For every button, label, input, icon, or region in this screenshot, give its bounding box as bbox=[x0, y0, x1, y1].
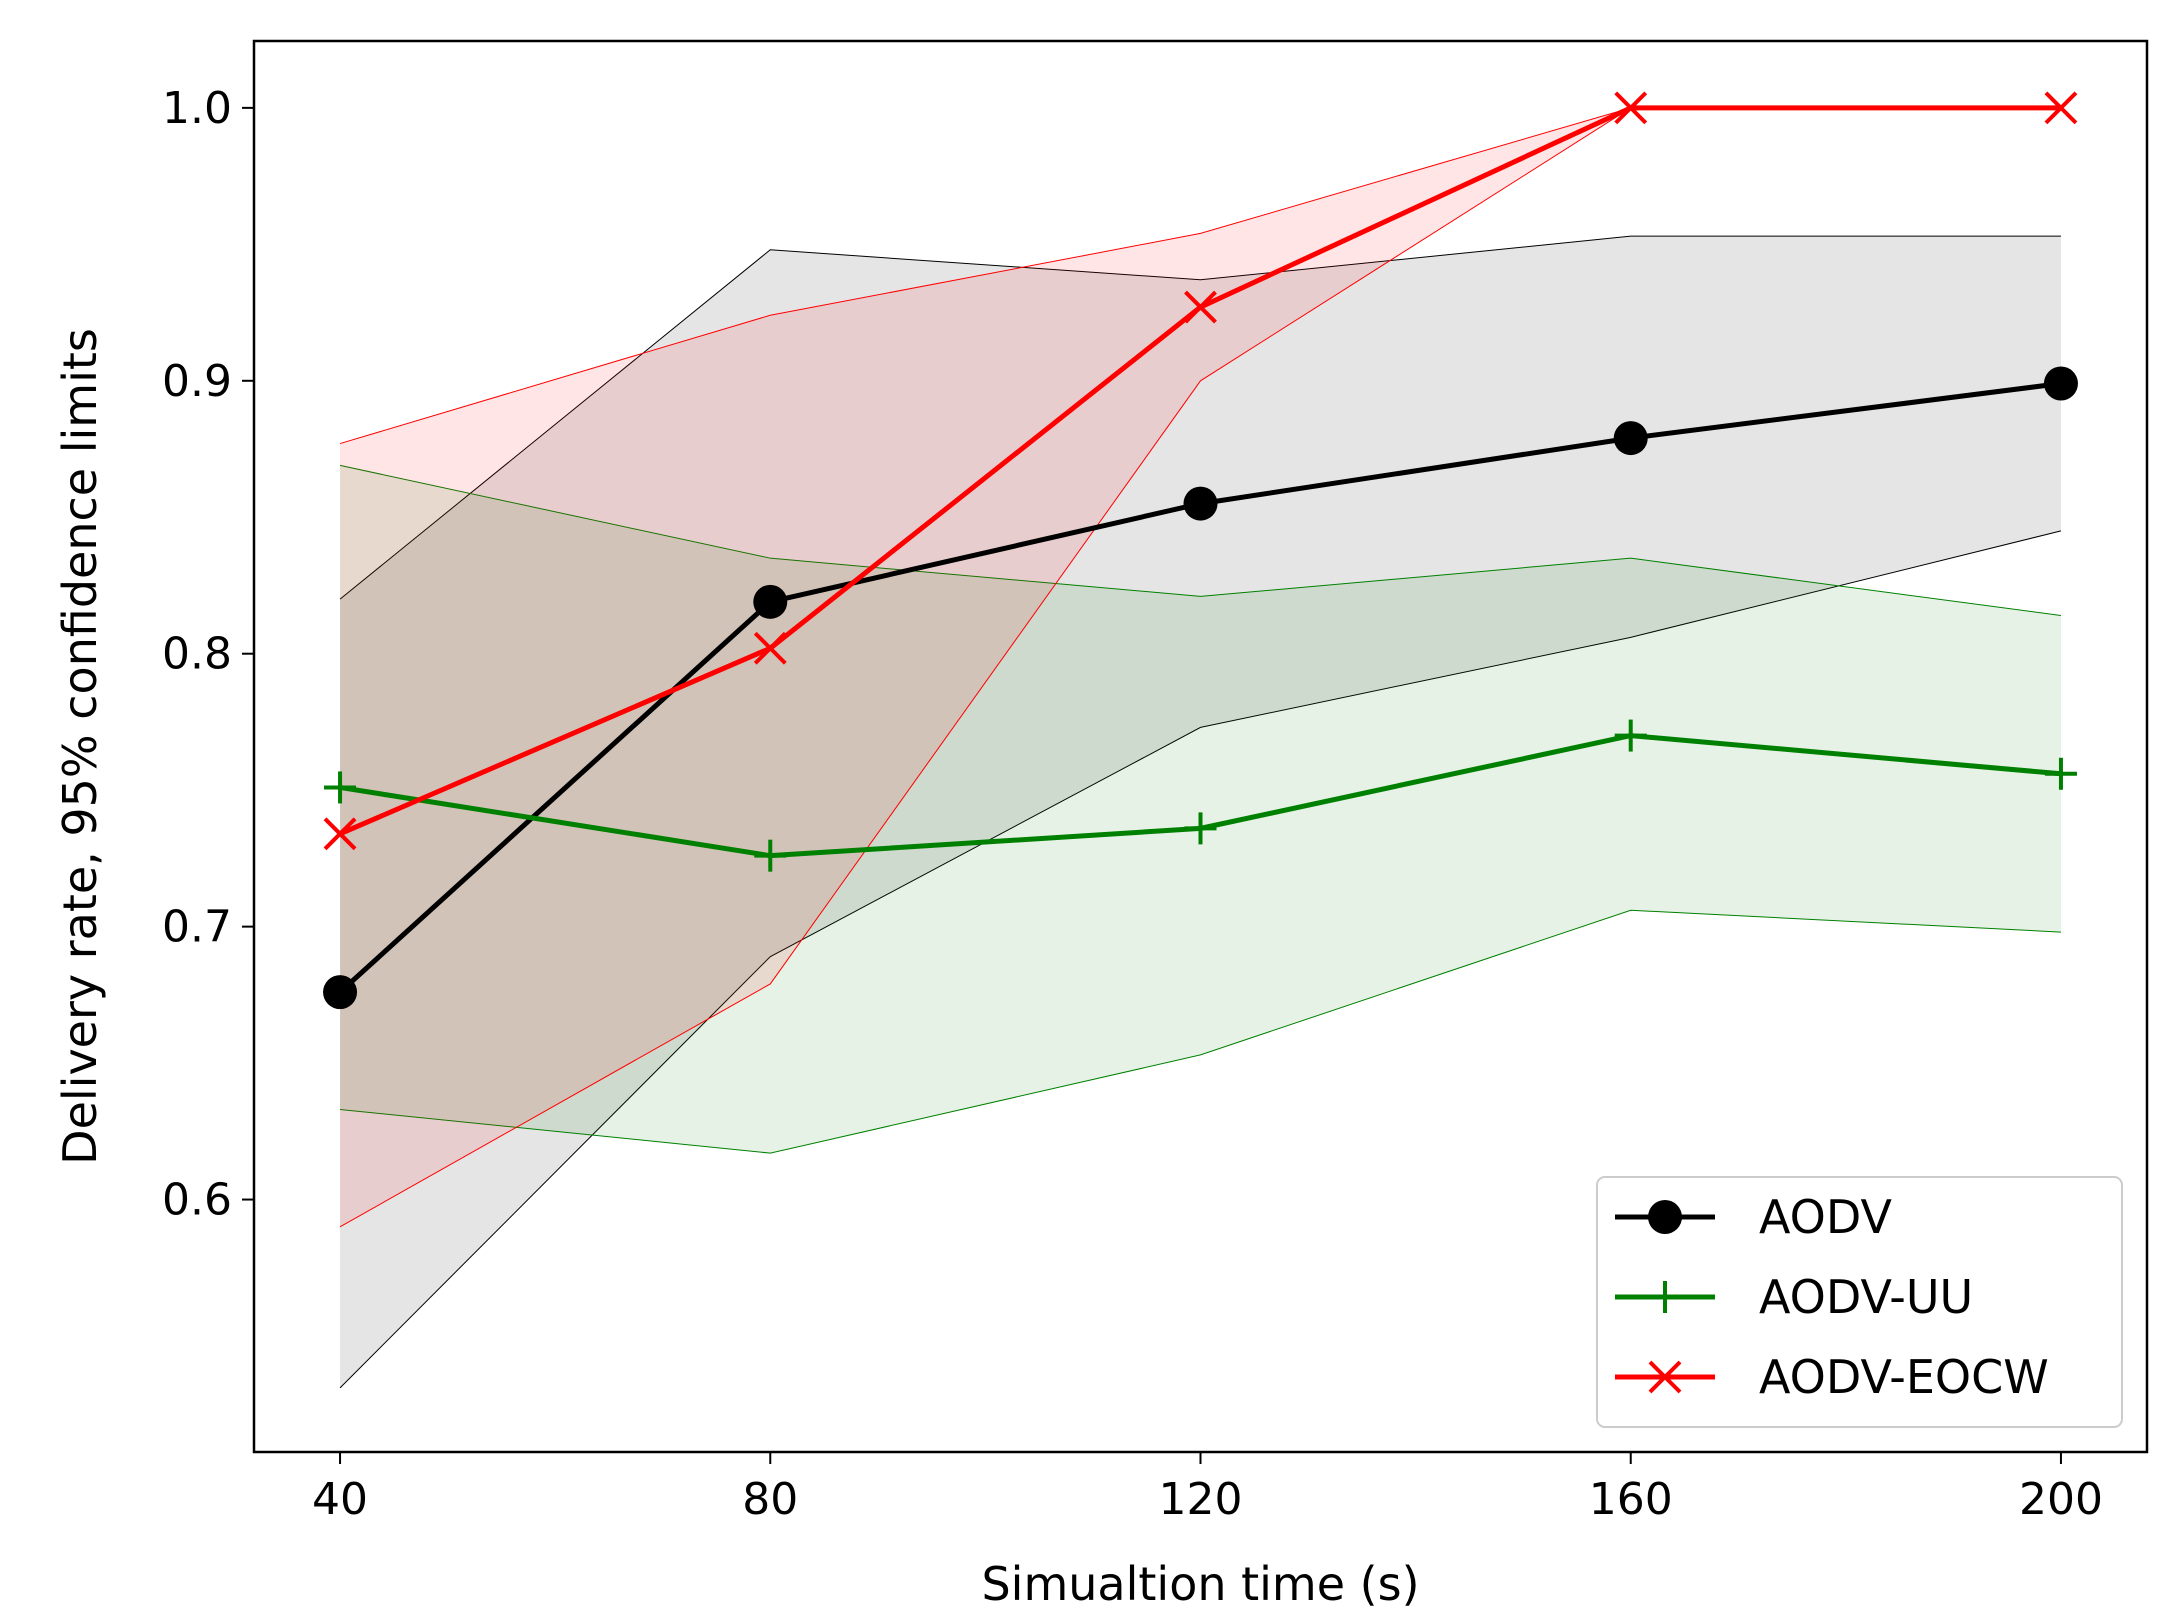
y-axis-ticks: 0.6 0.7 0.8 0.9 1.0 bbox=[162, 83, 254, 1226]
point-aodv-uu-160 bbox=[1614, 719, 1647, 752]
ci-lower-aodv bbox=[339, 530, 2062, 1389]
series-markers bbox=[323, 91, 2078, 1010]
legend-box bbox=[1596, 1176, 2123, 1428]
x-axis-label: Simualtion time (s) bbox=[981, 1557, 1419, 1611]
y-tick-label: 0.9 bbox=[162, 356, 232, 407]
legend-label: AODV-UU bbox=[1759, 1270, 1973, 1324]
legend-marker bbox=[1648, 1200, 1682, 1234]
ci-upper-aodv bbox=[339, 235, 2061, 600]
x-tick-label: 80 bbox=[742, 1474, 798, 1525]
legend: AODV AODV-UU AODV-EOCW bbox=[1596, 1176, 2123, 1428]
y-tick-label: 0.6 bbox=[162, 1175, 232, 1226]
legend-entry-aodv: AODV bbox=[1615, 1190, 1892, 1244]
point-aodv-80 bbox=[753, 584, 788, 619]
legend-entry-aodv-uu: AODV-UU bbox=[1615, 1270, 1973, 1324]
ci-upper-aodv-uu bbox=[339, 464, 2062, 616]
ci-band-aodv-uu bbox=[340, 465, 2061, 1154]
point-aodv-eocw-120 bbox=[1184, 290, 1217, 324]
confidence-bands bbox=[339, 107, 2062, 1389]
point-aodv-120 bbox=[1183, 486, 1218, 521]
legend-label: AODV bbox=[1759, 1190, 1892, 1244]
legend-label: AODV-EOCW bbox=[1759, 1350, 2049, 1404]
point-aodv-uu-200 bbox=[2044, 757, 2077, 790]
x-tick-label: 160 bbox=[1589, 1474, 1673, 1525]
point-aodv-40 bbox=[323, 975, 358, 1010]
legend-marker bbox=[1648, 1360, 1682, 1394]
point-aodv-uu-120 bbox=[1184, 812, 1217, 845]
point-aodv-160 bbox=[1613, 421, 1648, 456]
point-aodv-eocw-200 bbox=[2044, 91, 2078, 125]
point-aodv-eocw-80 bbox=[753, 631, 787, 665]
x-tick-label: 200 bbox=[2019, 1474, 2103, 1525]
ci-band-aodv bbox=[340, 236, 2061, 1388]
y-axis-label: Delivery rate, 95% confidence limits bbox=[53, 328, 107, 1165]
x-axis-ticks: 40 80 120 160 200 bbox=[312, 1452, 2103, 1525]
y-tick-label: 0.8 bbox=[162, 629, 232, 680]
x-tick-label: 40 bbox=[312, 1474, 368, 1525]
point-aodv-eocw-160 bbox=[1614, 91, 1648, 125]
point-aodv-200 bbox=[2043, 366, 2078, 401]
point-aodv-eocw-40 bbox=[323, 817, 357, 851]
point-aodv-uu-80 bbox=[754, 839, 787, 872]
point-aodv-uu-40 bbox=[324, 771, 357, 804]
legend-entry-aodv-eocw: AODV-EOCW bbox=[1615, 1350, 2049, 1404]
x-tick-label: 120 bbox=[1159, 1474, 1243, 1525]
y-tick-label: 0.7 bbox=[162, 902, 232, 953]
ci-lower-aodv-uu bbox=[339, 909, 2061, 1154]
ci-band-aodv-eocw bbox=[340, 107, 2061, 1227]
legend-marker bbox=[1649, 1281, 1681, 1313]
y-tick-label: 1.0 bbox=[162, 83, 232, 134]
